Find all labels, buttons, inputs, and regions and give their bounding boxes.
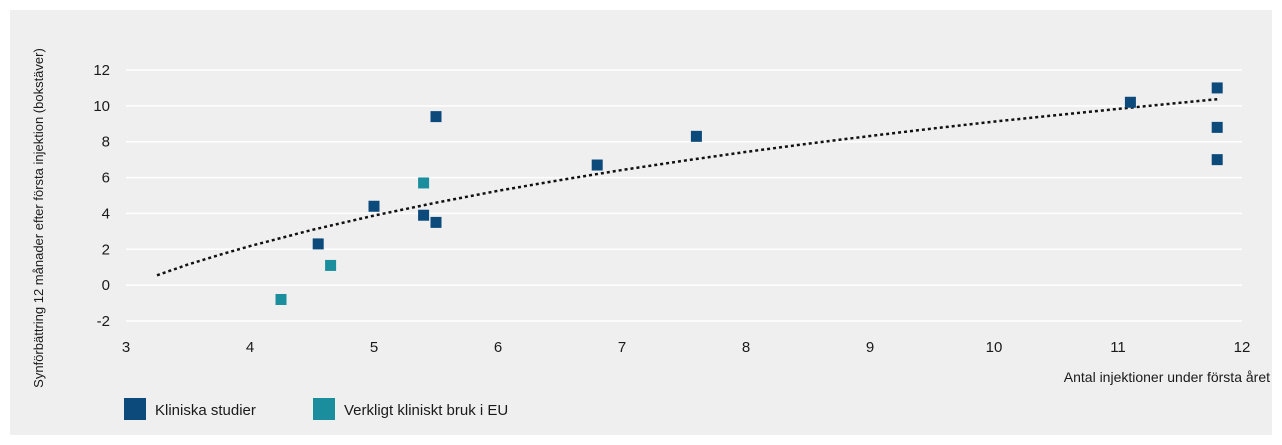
point-kliniska-studier (1211, 82, 1223, 94)
point-kliniska-studier (430, 216, 442, 228)
y-tick-label: 10 (93, 98, 110, 115)
y-tick-label: 12 (93, 62, 110, 79)
chart-panel (10, 10, 1272, 435)
gridlines (126, 69, 1242, 322)
y-tick-label: 6 (102, 170, 110, 187)
legend-swatch-kliniska-studier (124, 398, 146, 420)
point-kliniska-studier (591, 159, 603, 171)
x-tick-label: 9 (866, 339, 874, 356)
x-tick-label: 7 (618, 339, 626, 356)
point-kliniska-studier (1211, 121, 1223, 133)
data-points (275, 82, 1223, 305)
x-tick-label: 8 (742, 339, 750, 356)
x-tick-label: 6 (494, 339, 502, 356)
legend-swatch-verkligt-kliniskt-bruk (313, 398, 335, 420)
point-kliniska-studier (418, 209, 430, 221)
point-kliniska-studier (1124, 96, 1136, 108)
legend: Kliniska studier Verkligt kliniskt bruk … (124, 398, 508, 420)
point-kliniska-studier (312, 238, 324, 250)
point-kliniska-studier (690, 130, 702, 142)
point-verkligt-kliniskt-bruk (275, 293, 287, 305)
x-tick-label: 10 (986, 339, 1003, 356)
point-kliniska-studier (430, 111, 442, 123)
y-tick-label: -2 (97, 313, 110, 330)
x-tick-label: 11 (1110, 339, 1126, 356)
x-axis-ticks: 3 4 5 6 7 8 9 10 11 12 (122, 339, 1251, 356)
point-kliniska-studier (368, 200, 380, 212)
y-tick-label: 2 (102, 241, 110, 258)
y-tick-label: 8 (102, 134, 110, 151)
y-axis-label: Synförbättring 12 månader efter första i… (31, 48, 46, 388)
point-verkligt-kliniskt-bruk (325, 259, 337, 271)
point-verkligt-kliniskt-bruk (418, 177, 430, 189)
x-axis-label: Antal injektioner under första året (1064, 369, 1270, 385)
x-tick-label: 12 (1234, 339, 1251, 356)
y-tick-label: 4 (102, 205, 110, 222)
x-tick-label: 3 (122, 339, 130, 356)
legend-label-kliniska-studier: Kliniska studier (155, 402, 256, 419)
legend-label-verkligt-kliniskt-bruk: Verkligt kliniskt bruk i EU (344, 402, 508, 419)
y-tick-label: 0 (102, 277, 110, 294)
x-tick-label: 4 (246, 339, 254, 356)
y-axis-ticks: -2 0 2 4 6 8 10 12 (93, 62, 110, 330)
x-tick-label: 5 (370, 339, 378, 356)
trendline (156, 97, 1218, 277)
point-kliniska-studier (1211, 154, 1223, 166)
